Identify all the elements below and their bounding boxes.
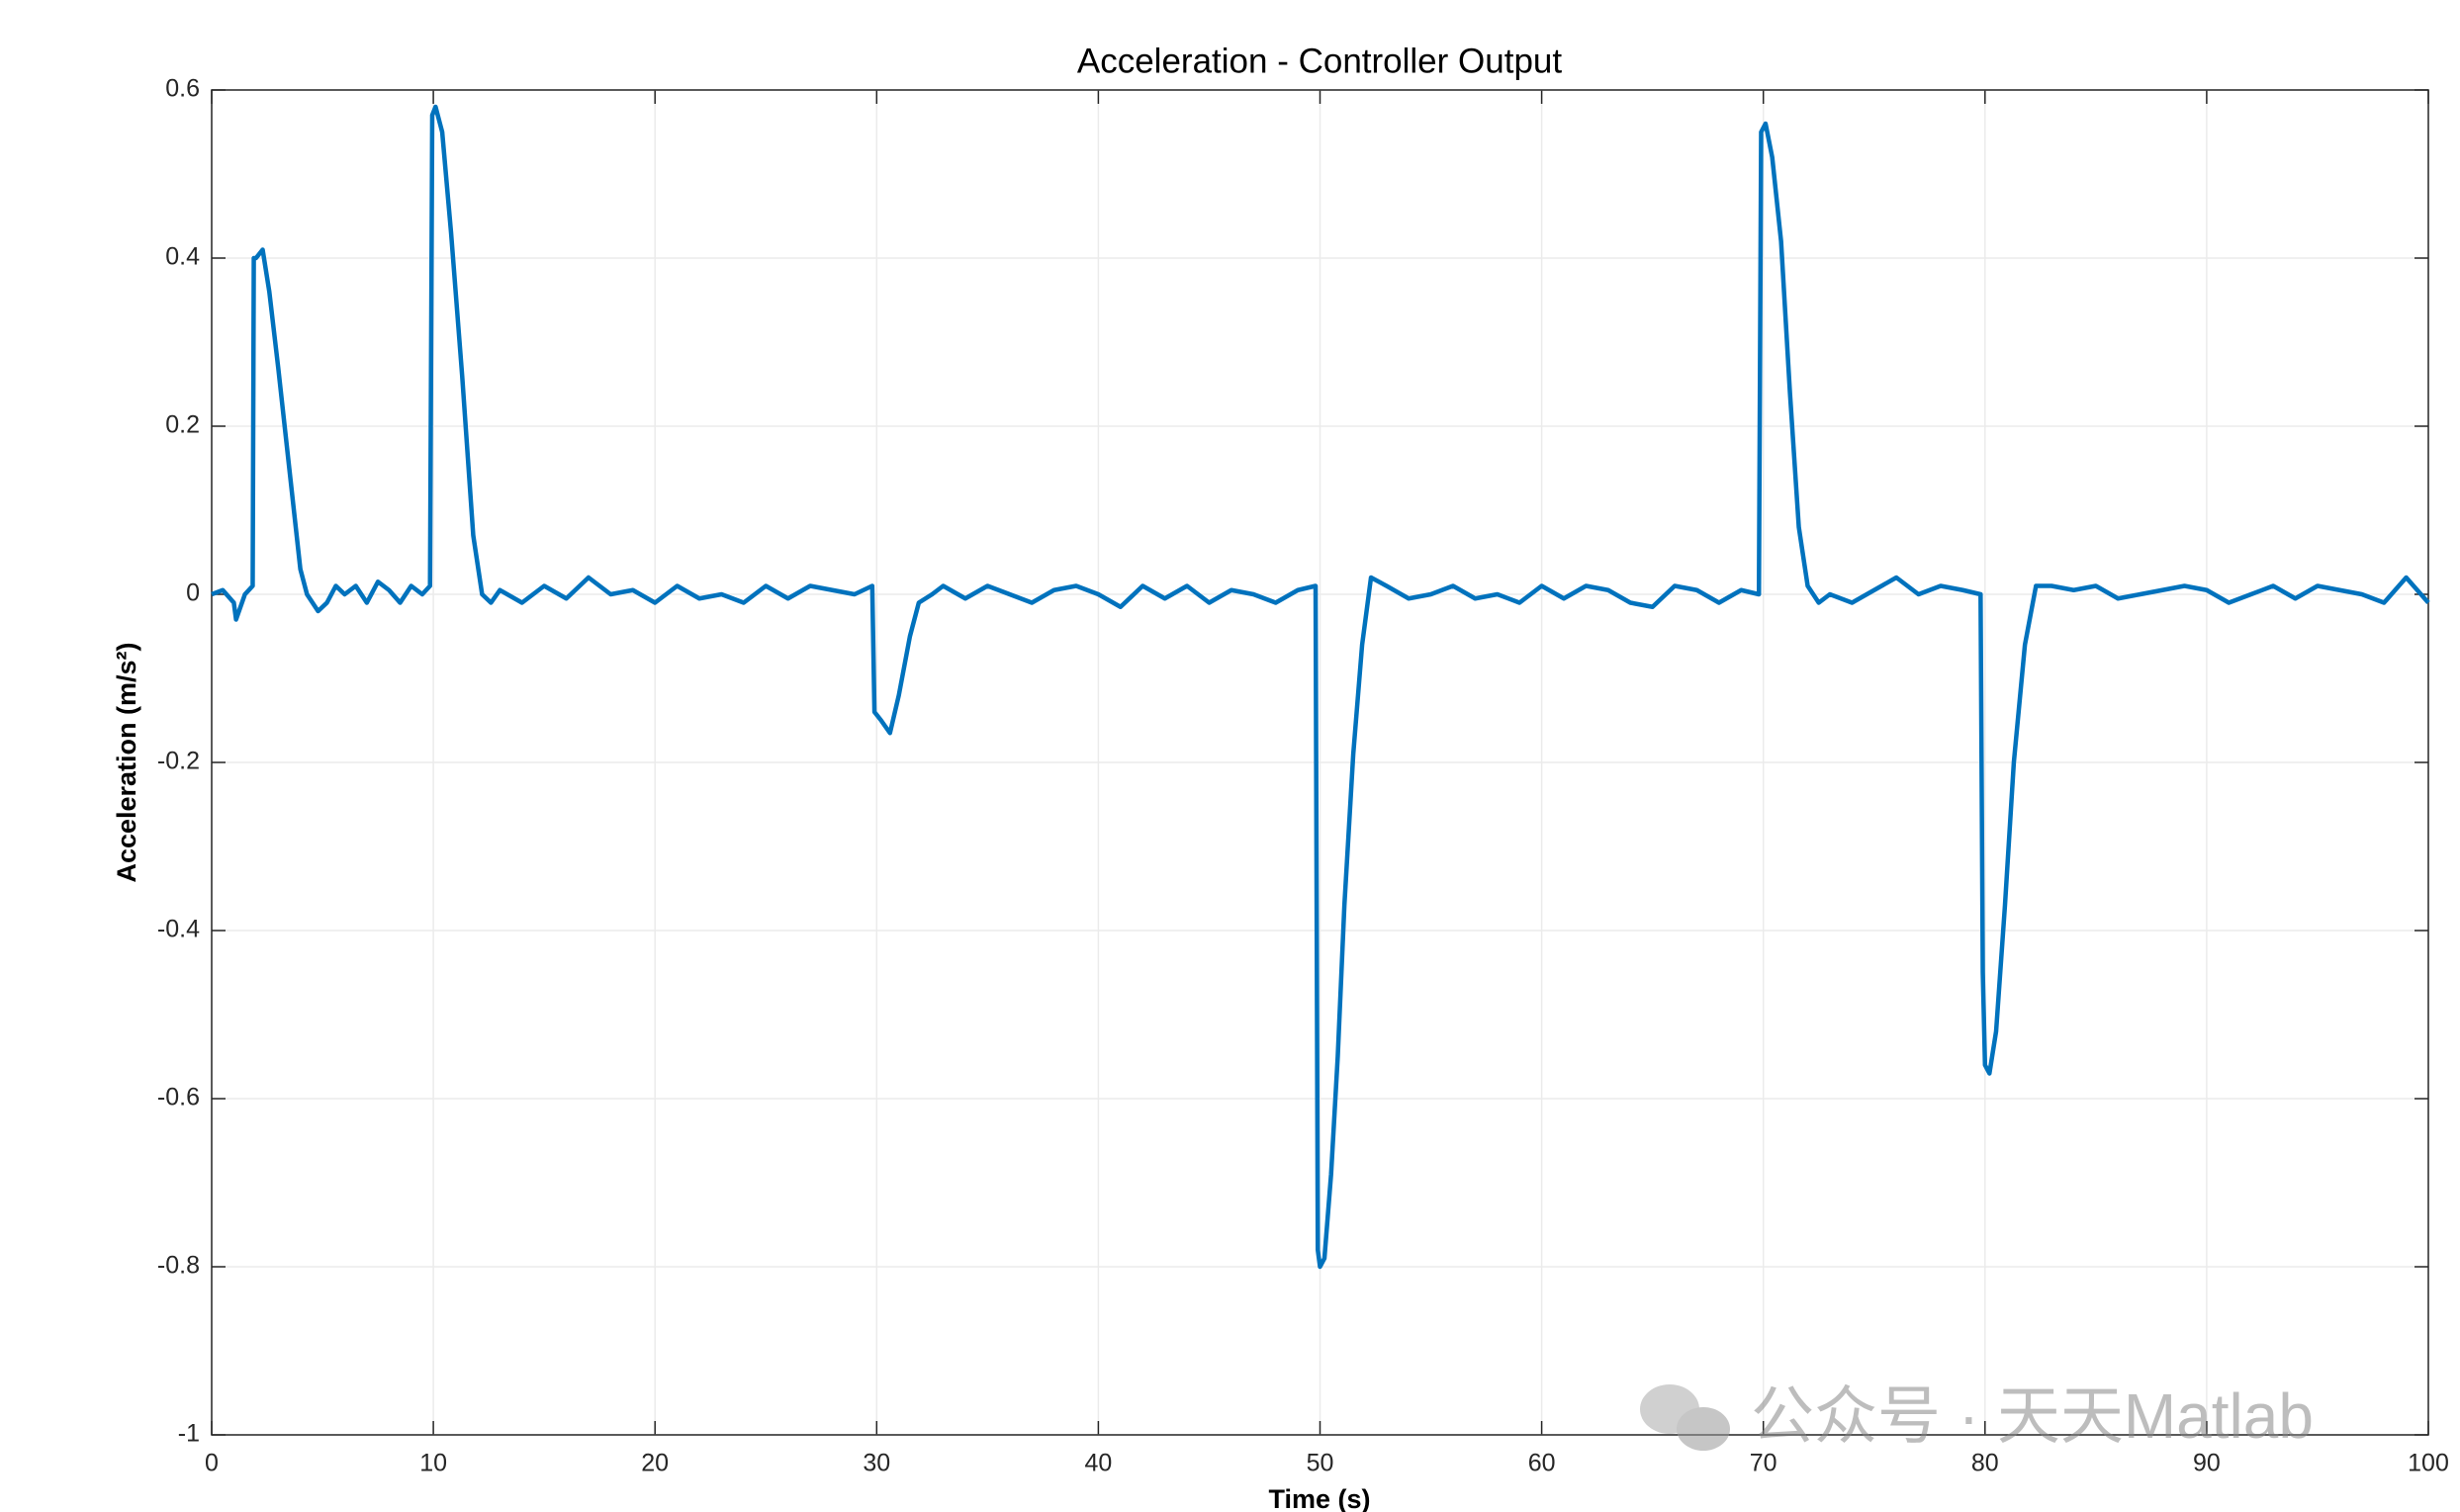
watermark: 公众号 · 天天Matlab <box>1640 1380 2314 1452</box>
y-tick-label: -0.2 <box>157 748 200 775</box>
watermark-icon <box>1677 1407 1730 1451</box>
y-tick-label: 0 <box>186 579 200 607</box>
y-tick-label: 0.2 <box>165 411 200 439</box>
y-tick-label: -0.8 <box>157 1252 200 1280</box>
x-tick-label: 60 <box>1528 1450 1556 1477</box>
plot-frame <box>211 89 2429 1436</box>
x-tick-label: 50 <box>1307 1450 1334 1477</box>
y-tick-label: 0.4 <box>165 243 200 271</box>
x-tick-label: 0 <box>205 1450 219 1477</box>
x-tick-label: 10 <box>419 1450 447 1477</box>
y-tick-label: -1 <box>178 1420 200 1448</box>
x-tick-label: 90 <box>2193 1450 2221 1477</box>
x-tick-label: 70 <box>1750 1450 1777 1477</box>
watermark-text: 公众号 · 天天Matlab <box>1751 1380 2314 1452</box>
y-axis-label: Acceleration (m/s²) <box>112 642 141 882</box>
x-tick-label: 40 <box>1084 1450 1112 1477</box>
x-tick-label: 20 <box>641 1450 669 1477</box>
chart-title: Acceleration - Controller Output <box>1077 42 1562 80</box>
y-tick-label: -0.4 <box>157 916 200 943</box>
x-tick-label: 30 <box>863 1450 890 1477</box>
y-tick-label: -0.6 <box>157 1084 200 1112</box>
x-tick-label: 80 <box>1971 1450 1999 1477</box>
data-line <box>211 104 2430 1270</box>
x-axis-label: Time (s) <box>1268 1484 1370 1512</box>
x-tick-label: 100 <box>2408 1450 2449 1477</box>
y-tick-label: 0.6 <box>165 75 200 103</box>
